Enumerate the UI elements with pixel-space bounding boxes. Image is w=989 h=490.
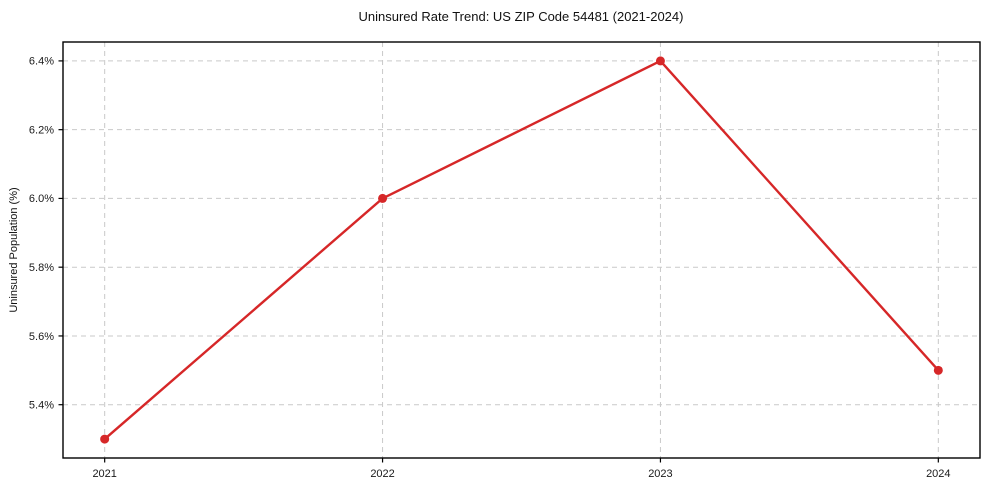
- y-tick-label: 5.6%: [29, 331, 54, 343]
- data-point: [933, 365, 943, 375]
- data-point: [100, 434, 110, 444]
- chart-title: Uninsured Rate Trend: US ZIP Code 54481 …: [358, 9, 684, 24]
- y-tick-label: 6.0%: [29, 193, 54, 205]
- x-tick-label: 2024: [926, 468, 950, 480]
- y-tick-label: 6.2%: [29, 124, 54, 136]
- x-tick-label: 2023: [648, 468, 672, 480]
- data-point: [378, 193, 388, 203]
- y-tick-label: 5.8%: [29, 262, 54, 274]
- data-point: [655, 56, 665, 66]
- x-tick-label: 2021: [92, 468, 116, 480]
- trend-line: [103, 59, 940, 441]
- plot-border: [62, 41, 981, 459]
- x-tick-label: 2022: [370, 468, 394, 480]
- y-tick-label: 5.4%: [29, 400, 54, 412]
- y-tick-label: 6.4%: [29, 56, 54, 68]
